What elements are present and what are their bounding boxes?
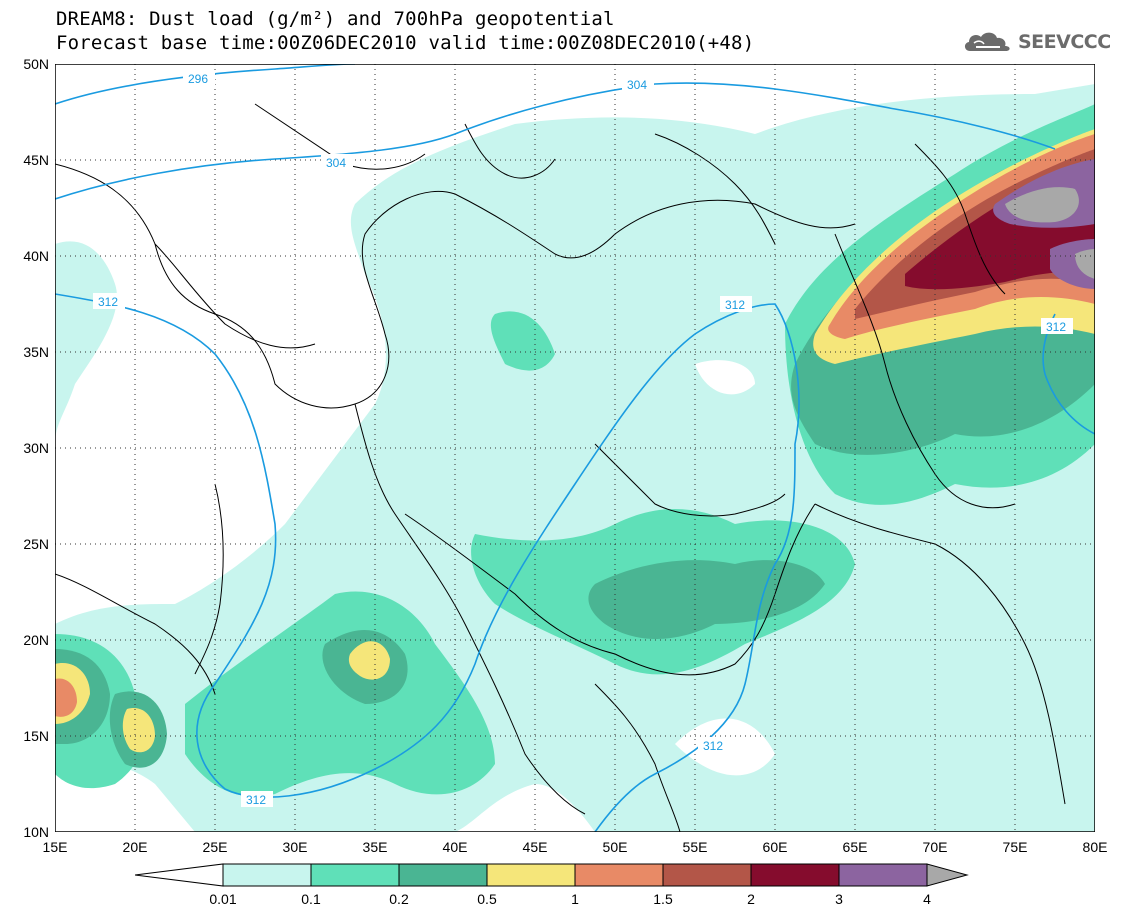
colorbar-label: 1.5: [653, 891, 673, 907]
colorbar-upper-triangle: [926, 863, 969, 887]
coastlines: [55, 103, 1066, 832]
map-area: 296 304 304 312 312 312 312 312: [55, 64, 1095, 832]
seevccc-logo: SEEVCCC: [962, 28, 1111, 56]
x-tick-label: 15E: [43, 839, 68, 855]
y-tick-label: 45N: [23, 152, 49, 168]
x-tick-label: 80E: [1083, 839, 1108, 855]
colorbar-label: 2: [747, 891, 755, 907]
x-tick-label: 40E: [443, 839, 468, 855]
colorbar-box: [838, 863, 928, 887]
isoline-label-312-e: 312: [698, 737, 730, 753]
colorbar-label: 4: [923, 891, 931, 907]
x-tick-label: 35E: [363, 839, 388, 855]
colorbar-box: [398, 863, 488, 887]
cloud-icon: [964, 32, 1010, 51]
y-tick-label: 20N: [23, 632, 49, 648]
y-tick-label: 50N: [23, 56, 49, 72]
colorbar-label: 3: [835, 891, 843, 907]
isoline-label-312-a: 312: [93, 293, 125, 309]
colorbar-label: 0.1: [301, 891, 321, 907]
chart-subtitle: Forecast base time:00Z06DEC2010 valid ti…: [56, 32, 755, 54]
colorbar-lower-triangle: [135, 863, 224, 887]
y-tick-label: 10N: [23, 824, 49, 840]
x-tick-label: 20E: [123, 839, 148, 855]
svg-text:312: 312: [703, 739, 723, 753]
isoline-312-west: [55, 293, 800, 832]
isoline-label-304-b: 304: [622, 76, 654, 92]
colorbar-box: [574, 863, 664, 887]
colorbar-boxes: [135, 863, 969, 887]
svg-text:304: 304: [627, 78, 647, 92]
x-tick-label: 75E: [1003, 839, 1028, 855]
colorbar: 0.01 0.1 0.2 0.5 1 1.5 2 3 4: [135, 863, 969, 907]
x-tick-label: 65E: [843, 839, 868, 855]
isoline-296: [55, 64, 356, 105]
colorbar-box: [310, 863, 400, 887]
svg-text:304: 304: [326, 156, 346, 170]
x-tick-label: 50E: [603, 839, 628, 855]
y-tick-label: 40N: [23, 248, 49, 264]
isoline-label-296: 296: [183, 70, 215, 86]
x-tick-label: 60E: [763, 839, 788, 855]
colorbar-box: [222, 863, 312, 887]
colorbar-box: [486, 863, 576, 887]
svg-text:312: 312: [1046, 320, 1066, 334]
x-axis-labels: 15E 20E 25E 30E 35E 40E 45E 50E 55E 60E 65E 70E 75E 8…: [43, 839, 1108, 855]
isoline-label-312-c: 312: [1041, 318, 1073, 334]
isoline-304-west: [55, 82, 1056, 200]
svg-text:312: 312: [725, 298, 745, 312]
y-tick-label: 15N: [23, 728, 49, 744]
gridlines: [55, 64, 1095, 832]
y-tick-label: 30N: [23, 440, 49, 456]
colorbar-labels: 0.01 0.1 0.2 0.5 1 1.5 2 3 4: [209, 891, 931, 907]
y-tick-label: 35N: [23, 344, 49, 360]
x-tick-label: 55E: [683, 839, 708, 855]
x-tick-label: 45E: [523, 839, 548, 855]
isoline-label-312-b: 312: [720, 296, 752, 312]
x-tick-label: 70E: [923, 839, 948, 855]
isoline-label-312-d: 312: [241, 791, 273, 807]
logo-text: SEEVCCC: [1018, 31, 1111, 53]
colorbar-label: 0.5: [477, 891, 497, 907]
x-tick-label: 25E: [203, 839, 228, 855]
chart-title: DREAM8: Dust load (g/m²) and 700hPa geop…: [56, 8, 615, 30]
colorbar-label: 1: [571, 891, 579, 907]
svg-text:312: 312: [98, 295, 118, 309]
x-tick-label: 30E: [283, 839, 308, 855]
isoline-labels: 296 304 304 312 312 312 312 312: [93, 70, 1073, 807]
colorbar-label: 0.01: [209, 891, 236, 907]
colorbar-box: [750, 863, 840, 887]
y-axis-labels: 50N 45N 40N 35N 30N 25N 20N 15N 10N: [23, 56, 49, 840]
colorbar-label: 0.2: [389, 891, 409, 907]
svg-text:296: 296: [188, 72, 208, 86]
geopotential-isolines: [55, 64, 1095, 832]
colorbar-box: [662, 863, 752, 887]
svg-text:312: 312: [246, 793, 266, 807]
y-tick-label: 25N: [23, 536, 49, 552]
isoline-label-304-a: 304: [321, 154, 353, 170]
